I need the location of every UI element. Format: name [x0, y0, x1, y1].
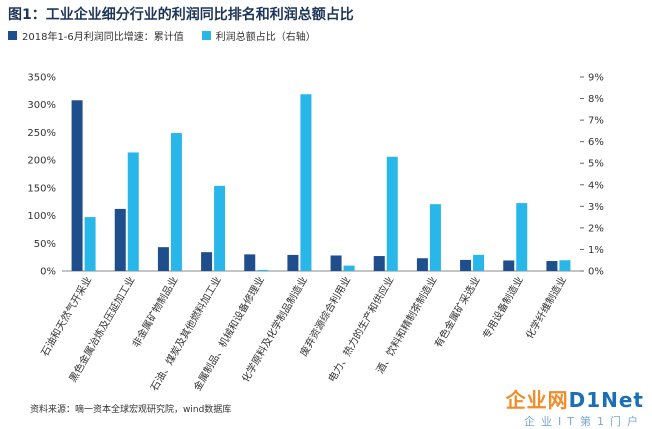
y-right-tick-label: 2%	[588, 223, 604, 234]
bar-growth-10	[503, 260, 515, 271]
bar-growth-0	[71, 100, 83, 271]
watermark-logo: 企业网D1Net 企业IT第1门户	[506, 384, 644, 429]
x-tick-label-9: 有色金属矿采选业	[431, 274, 482, 350]
legend-item-share: 利润总额占比（右轴）	[201, 28, 316, 43]
bar-share-8	[429, 204, 441, 271]
bar-growth-4	[244, 254, 256, 271]
source-note: 资料来源：嘀一资本全球宏观研究院，wind数据库	[30, 405, 232, 415]
legend-item-growth: 2018年1-6月利润同比增速：累计值	[8, 28, 184, 43]
x-tick-label-10: 专用设备制造业	[480, 274, 526, 341]
y-right-tick-label: 8%	[588, 94, 604, 105]
x-tick-label-3: 石油、煤炭及其他燃料加工业	[147, 274, 223, 393]
bar-share-10	[516, 203, 528, 271]
bar-growth-11	[546, 261, 558, 271]
y-left-tick-label: 350%	[27, 73, 56, 84]
bar-growth-9	[460, 259, 472, 271]
watermark-logo-a: 企业网	[505, 388, 569, 412]
y-left-tick-label: 0%	[40, 267, 56, 278]
bar-share-4	[257, 269, 269, 271]
bar-growth-2	[157, 247, 169, 271]
y-right-tick-label: 6%	[588, 137, 604, 148]
watermark-logo-b: D1Net	[568, 388, 644, 412]
y-left-tick-label: 50%	[34, 239, 56, 250]
y-right-tick-label: 1%	[588, 245, 604, 256]
y-right-tick-label: 7%	[588, 116, 604, 127]
legend-swatch-share	[201, 31, 211, 40]
x-tick-label-2: 非金属矿物制品业	[129, 274, 180, 350]
bar-share-0	[84, 217, 96, 271]
x-tick-label-11: 化学纤维制造业	[523, 274, 569, 341]
bar-share-2	[170, 133, 182, 271]
y-left-tick-label: 250%	[27, 128, 56, 139]
bar-share-3	[214, 185, 226, 271]
y-right-tick-label: 3%	[588, 202, 604, 213]
y-right-tick-label: 9%	[588, 73, 604, 84]
watermark-subtitle: 企业IT第1门户	[524, 415, 644, 428]
legend-label-share: 利润总额占比（右轴）	[215, 32, 316, 43]
y-right-tick-label: 5%	[588, 159, 604, 170]
legend-label-growth: 2018年1-6月利润同比增速：累计值	[22, 32, 184, 43]
y-left-tick-label: 150%	[27, 183, 56, 194]
bar-share-5	[300, 94, 312, 271]
bar-share-6	[343, 265, 355, 271]
y-left-tick-label: 300%	[27, 100, 56, 111]
bar-share-1	[127, 152, 139, 271]
bar-share-11	[559, 260, 571, 271]
bar-share-7	[386, 156, 398, 271]
chart-title: 图1：工业企业细分行业的利润同比排名和利润总额占比	[8, 7, 354, 23]
x-tick-label-4: 金属制品、机械和设备修理业	[191, 274, 267, 393]
bar-share-9	[473, 254, 485, 271]
bar-growth-6	[330, 255, 342, 271]
legend-swatch-growth	[8, 31, 17, 40]
bar-growth-7	[373, 256, 385, 271]
y-left-tick-label: 100%	[27, 211, 56, 222]
bar-growth-8	[416, 258, 428, 271]
y-right-tick-label: 0%	[588, 267, 604, 278]
bar-growth-1	[114, 208, 126, 271]
y-right-tick-label: 4%	[588, 180, 604, 191]
bar-growth-3	[201, 252, 213, 271]
x-tick-label-0: 石油和天然气开采业	[38, 274, 94, 358]
legend: 2018年1-6月利润同比增速：累计值 利润总额占比（右轴）	[8, 28, 316, 43]
y-left-tick-label: 200%	[27, 156, 56, 167]
bar-growth-5	[287, 254, 299, 271]
